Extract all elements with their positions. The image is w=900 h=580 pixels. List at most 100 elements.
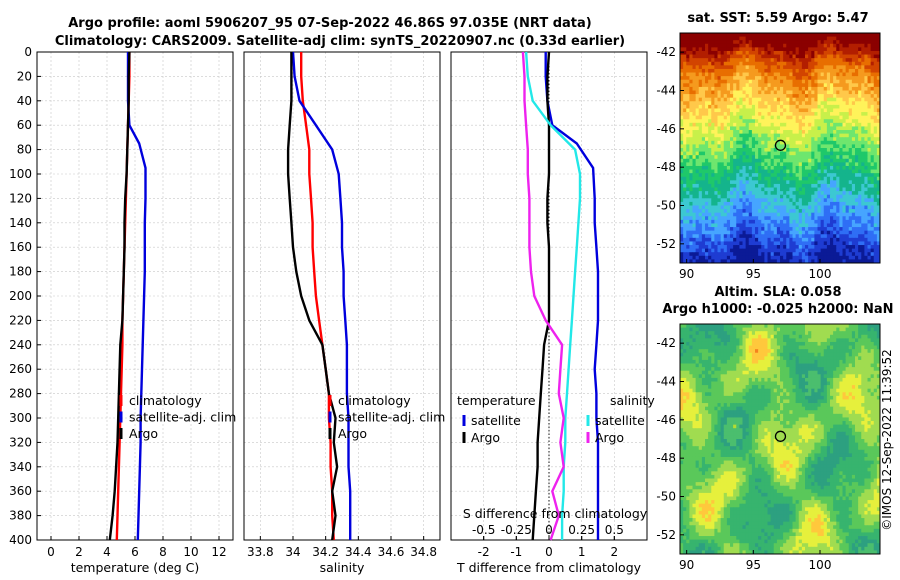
map-cell	[739, 158, 743, 163]
map-cell	[780, 79, 784, 84]
map-y-tick-label: -46	[656, 122, 676, 136]
map-cell	[776, 126, 781, 131]
map-cell	[795, 327, 800, 332]
map-cell	[701, 245, 706, 250]
map-cell	[808, 36, 812, 41]
map-cell	[798, 58, 803, 63]
map-cell	[686, 33, 690, 37]
map-cell	[767, 155, 772, 160]
map-cell	[855, 356, 859, 361]
map-cell	[842, 108, 847, 113]
map-cell	[792, 349, 797, 354]
map-cell	[820, 151, 825, 156]
map-cell	[786, 148, 790, 152]
map-cell	[686, 345, 690, 350]
map-cell	[773, 40, 778, 45]
map-cell	[776, 191, 781, 196]
map-cell	[842, 54, 847, 59]
map-cell	[870, 183, 875, 188]
map-cell	[698, 104, 703, 109]
map-cell	[748, 241, 753, 246]
map-cell	[836, 165, 840, 170]
map-cell	[761, 334, 765, 339]
map-cell	[770, 219, 775, 224]
map-cell	[873, 43, 878, 48]
map-cell	[792, 209, 797, 214]
map-cell	[758, 259, 762, 264]
map-cell	[801, 61, 806, 66]
map-cell	[748, 237, 753, 242]
map-cell	[830, 137, 834, 142]
map-cell	[751, 356, 756, 361]
map-cell	[723, 180, 728, 185]
map-cell	[848, 187, 853, 192]
map-cell	[830, 352, 834, 357]
map-cell	[695, 252, 700, 257]
map-cell	[689, 133, 693, 138]
map-cell	[833, 133, 837, 138]
map-cell	[867, 104, 872, 109]
map-cell	[848, 255, 853, 260]
map-cell	[770, 115, 775, 120]
map-cell	[786, 65, 790, 70]
map-cell	[867, 169, 872, 174]
map-cell	[745, 183, 750, 188]
map-cell	[817, 191, 822, 196]
map-cell	[773, 180, 778, 185]
map-cell	[876, 94, 881, 99]
map-cell	[848, 50, 853, 55]
map-cell	[773, 133, 778, 138]
map-cell	[717, 97, 722, 102]
map-cell	[708, 345, 712, 350]
map-cell	[864, 101, 868, 106]
map-cell	[770, 187, 775, 192]
map-cell	[861, 212, 865, 217]
map-cell	[701, 36, 706, 41]
map-cell	[808, 97, 812, 102]
map-cell	[689, 137, 693, 142]
map-cell	[848, 194, 853, 199]
map-cell	[836, 176, 840, 181]
map-cell	[801, 101, 806, 106]
map-cell	[876, 237, 881, 242]
map-cell	[833, 212, 837, 217]
map-cell	[811, 155, 815, 160]
map-cell	[798, 173, 803, 178]
map-cell	[870, 169, 875, 174]
map-cell	[776, 115, 781, 120]
map-cell	[830, 349, 834, 354]
map-cell	[811, 187, 815, 192]
map-cell	[755, 148, 759, 152]
map-cell	[851, 187, 856, 192]
map-cell	[698, 83, 703, 88]
map-cell	[823, 72, 828, 77]
map-cell	[805, 230, 809, 235]
map-cell	[783, 126, 787, 131]
map-cell	[714, 122, 718, 127]
map-cell	[764, 180, 768, 185]
map-cell	[811, 345, 815, 350]
map-cell	[870, 126, 875, 131]
map-cell	[873, 345, 878, 350]
map-cell	[851, 183, 856, 188]
map-cell	[717, 47, 722, 52]
map-cell	[764, 112, 768, 117]
map-cell	[817, 331, 822, 336]
map-cell	[820, 112, 825, 117]
map-cell	[792, 104, 797, 109]
map-cell	[855, 140, 859, 145]
map-cell	[714, 216, 718, 221]
map-cell	[683, 327, 687, 332]
map-cell	[714, 169, 718, 174]
map-cell	[851, 61, 856, 66]
map-cell	[761, 43, 765, 48]
map-cell	[851, 345, 856, 350]
map-cell	[717, 119, 722, 124]
x-tick-label: 6	[131, 545, 139, 559]
map-cell	[714, 252, 718, 257]
map-cell	[814, 252, 818, 257]
map-cell	[823, 255, 828, 260]
map-cell	[814, 86, 818, 91]
map-cell	[683, 359, 687, 364]
map-cell	[814, 212, 818, 217]
